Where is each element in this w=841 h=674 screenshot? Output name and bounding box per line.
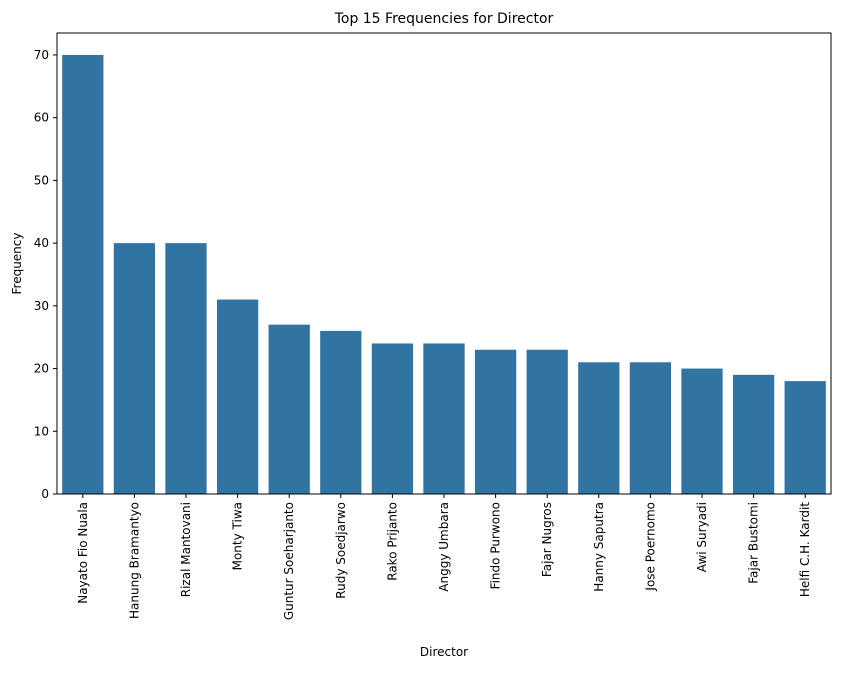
- x-tick-label-11: Jose Poernomo: [643, 502, 657, 592]
- bar-5: [320, 330, 362, 494]
- x-tick-label-9: Fajar Nugros: [540, 502, 554, 577]
- x-tick-label-3: Monty Tiwa: [231, 502, 245, 570]
- chart-title: Top 15 Frequencies for Director: [334, 11, 554, 27]
- x-tick-label-12: Awi Suryadi: [695, 502, 709, 572]
- bar-10: [578, 362, 620, 494]
- y-axis-label: Frequency: [10, 233, 24, 295]
- bar-3: [216, 299, 259, 494]
- y-tick-label-4: 40: [34, 236, 49, 250]
- bar-4: [268, 324, 310, 494]
- bar-11: [629, 362, 672, 494]
- bars-group: [62, 54, 826, 494]
- x-tick-label-0: Nayato Fio Nuala: [76, 502, 90, 604]
- y-tick-label-3: 30: [34, 299, 49, 313]
- x-tick-label-5: Rudy Soedjarwo: [334, 502, 348, 599]
- bar-12: [681, 368, 723, 494]
- x-tick-label-10: Hanny Saputra: [592, 502, 606, 592]
- bar-2: [165, 243, 207, 494]
- x-tick-label-13: Fajar Bustomi: [747, 502, 761, 584]
- y-tick-label-1: 10: [34, 424, 49, 438]
- x-tick-label-2: Rizal Mantovani: [179, 502, 193, 597]
- bar-13: [732, 374, 775, 494]
- x-tick-label-8: Findo Purwono: [489, 502, 503, 589]
- bar-8: [474, 349, 517, 494]
- x-tick-label-4: Guntur Soeharjanto: [282, 502, 296, 620]
- bar-1: [113, 243, 156, 494]
- x-tick-label-14: Helfi C.H. Kardit: [798, 502, 812, 597]
- y-axis: 0 10 20 30 40 50 60 70: [34, 48, 57, 501]
- x-tick-label-6: Rako Prijanto: [385, 502, 399, 581]
- y-tick-label-6: 60: [34, 111, 49, 125]
- plot-frame: [56, 32, 832, 495]
- bar-9: [526, 349, 568, 494]
- y-tick-label-2: 20: [34, 362, 49, 376]
- y-tick-label-5: 50: [34, 173, 49, 187]
- bar-14: [784, 381, 826, 494]
- x-axis-label: Director: [420, 645, 468, 659]
- x-axis: Nayato Fio Nuala Hanung Bramantyo Rizal Ma…: [76, 494, 812, 620]
- bar-0: [62, 54, 104, 494]
- bar-7: [423, 343, 465, 494]
- x-tick-label-1: Hanung Bramantyo: [127, 502, 141, 619]
- y-tick-label-7: 70: [34, 48, 49, 62]
- x-tick-label-7: Anggy Umbara: [437, 502, 451, 592]
- bar-6: [371, 343, 414, 494]
- y-tick-label-0: 0: [41, 487, 49, 501]
